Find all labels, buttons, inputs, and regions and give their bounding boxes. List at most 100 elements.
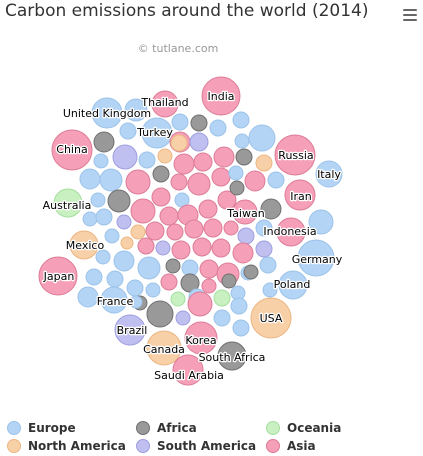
bubble-europe-53[interactable] xyxy=(95,208,113,226)
bubble-australia[interactable] xyxy=(53,188,83,218)
bubble-south-america-19[interactable] xyxy=(112,144,138,170)
bubble-europe-5[interactable] xyxy=(119,122,137,140)
bubble-europe-76[interactable] xyxy=(95,249,111,265)
bubble-europe-94[interactable] xyxy=(262,282,278,298)
bubble-south-america-64[interactable] xyxy=(116,214,132,230)
bubble-europe-107[interactable] xyxy=(230,297,248,315)
bubble-asia-48[interactable] xyxy=(217,190,237,210)
bubble-south-america-111[interactable] xyxy=(175,310,191,326)
bubble-north-america-21[interactable] xyxy=(157,148,173,164)
bubble-asia-34[interactable] xyxy=(211,167,231,187)
bubble-north-america-54[interactable] xyxy=(130,224,146,240)
bubble-asia-71[interactable] xyxy=(192,237,212,257)
legend-item-africa[interactable]: Africa xyxy=(136,419,197,437)
bubble-europe-110[interactable] xyxy=(213,309,231,327)
bubble-europe-40[interactable] xyxy=(90,192,106,208)
bubble-mexico[interactable] xyxy=(69,230,99,260)
bubble-north-america-26[interactable] xyxy=(255,154,273,172)
bubble-europe-95[interactable] xyxy=(77,286,99,308)
bubble-europe-112[interactable] xyxy=(232,319,250,337)
bubble-europe-77[interactable] xyxy=(113,250,135,272)
bubble-europe-28[interactable] xyxy=(79,168,101,190)
bubble-germany[interactable] xyxy=(297,239,335,277)
bubble-south-america-60[interactable] xyxy=(237,227,255,245)
bubble-united-kingdom[interactable] xyxy=(91,97,123,129)
bubble-canada[interactable] xyxy=(146,330,182,366)
bubble-asia-91[interactable] xyxy=(201,278,217,294)
legend-item-north-america[interactable]: North America xyxy=(7,437,126,455)
bubble-africa-25[interactable] xyxy=(235,148,253,166)
bubble-asia-56[interactable] xyxy=(166,223,184,241)
bubble-asia-89[interactable] xyxy=(160,273,178,291)
bubble-africa-11[interactable] xyxy=(93,131,115,153)
legend-item-south-america[interactable]: South America xyxy=(136,437,256,455)
bubble-europe-98[interactable] xyxy=(145,282,161,298)
bubble-india[interactable] xyxy=(201,76,241,116)
bubble-europe-63[interactable] xyxy=(308,209,334,235)
bubble-asia-55[interactable] xyxy=(145,221,165,241)
bubble-africa-84[interactable] xyxy=(243,264,259,280)
bubble-north-america-67[interactable] xyxy=(120,236,134,250)
bubble-europe-18[interactable] xyxy=(93,153,109,169)
bubble-asia-73[interactable] xyxy=(232,242,254,264)
bubble-russia[interactable] xyxy=(274,134,316,176)
bubble-africa-41[interactable] xyxy=(107,189,131,213)
bubble-europe-8[interactable] xyxy=(209,119,227,137)
bubble-taiwan[interactable] xyxy=(232,199,258,225)
bubble-asia-22[interactable] xyxy=(173,153,195,175)
bubble-europe-37[interactable] xyxy=(267,171,285,189)
bubble-asia-68[interactable] xyxy=(137,237,155,255)
bubble-usa[interactable] xyxy=(250,297,292,339)
bubble-poland[interactable] xyxy=(278,270,308,300)
bubble-oceania-101[interactable] xyxy=(213,289,231,307)
bubble-asia-59[interactable] xyxy=(223,220,239,236)
bubble-south-america-69[interactable] xyxy=(155,240,171,256)
bubble-indonesia[interactable] xyxy=(276,217,306,247)
bubble-africa-90[interactable] xyxy=(180,273,200,293)
bubble-turkey[interactable] xyxy=(141,117,173,149)
bubble-africa-49[interactable] xyxy=(229,180,245,196)
bubble-europe-6[interactable] xyxy=(171,113,189,131)
bubble-asia-23[interactable] xyxy=(193,152,213,172)
bubble-europe-20[interactable] xyxy=(138,151,156,169)
bubble-europe-10[interactable] xyxy=(248,124,276,152)
legend-item-oceania[interactable]: Oceania xyxy=(266,419,341,437)
bubble-asia-70[interactable] xyxy=(171,240,191,260)
bubble-asia-72[interactable] xyxy=(211,238,231,258)
bubble-europe-3[interactable] xyxy=(124,98,148,122)
bubble-iran[interactable] xyxy=(284,179,316,211)
bubble-africa-31[interactable] xyxy=(152,165,170,183)
bubble-italy[interactable] xyxy=(315,160,343,188)
bubble-korea[interactable] xyxy=(184,321,218,355)
bubble-japan[interactable] xyxy=(38,256,78,296)
bubble-asia-81[interactable] xyxy=(199,259,219,279)
bubble-europe-52[interactable] xyxy=(82,211,98,227)
bubble-brazil[interactable] xyxy=(114,314,146,346)
bubble-europe-78[interactable] xyxy=(137,256,161,280)
bubble-europe-88[interactable] xyxy=(106,270,124,288)
bubble-africa-92[interactable] xyxy=(221,273,237,289)
bubble-asia-57[interactable] xyxy=(184,219,204,239)
bubble-china[interactable] xyxy=(51,129,93,171)
bubble-asia-45[interactable] xyxy=(159,206,179,226)
bubble-thailand[interactable] xyxy=(151,90,179,118)
hamburger-menu-icon[interactable] xyxy=(399,4,421,24)
bubble-europe-35[interactable] xyxy=(228,165,244,181)
bubble-europe-85[interactable] xyxy=(259,256,277,274)
bubble-europe-97[interactable] xyxy=(126,279,144,297)
bubble-asia-24[interactable] xyxy=(213,146,235,168)
bubble-africa-7[interactable] xyxy=(190,114,208,132)
bubble-asia-44[interactable] xyxy=(130,198,156,224)
bubble-south-america-14[interactable] xyxy=(189,132,209,152)
bubble-saudi-arabia[interactable] xyxy=(172,354,204,386)
bubble-south-america-74[interactable] xyxy=(255,240,273,258)
bubble-asia-58[interactable] xyxy=(203,218,223,238)
bubble-south-africa[interactable] xyxy=(217,341,247,371)
bubble-europe-27[interactable] xyxy=(234,133,250,149)
legend-item-europe[interactable]: Europe xyxy=(7,419,76,437)
bubble-europe-29[interactable] xyxy=(99,168,123,192)
legend-item-asia[interactable]: Asia xyxy=(266,437,316,455)
bubble-africa-79[interactable] xyxy=(165,258,181,274)
bubble-europe-9[interactable] xyxy=(232,111,250,129)
bubble-asia-42[interactable] xyxy=(151,187,171,207)
